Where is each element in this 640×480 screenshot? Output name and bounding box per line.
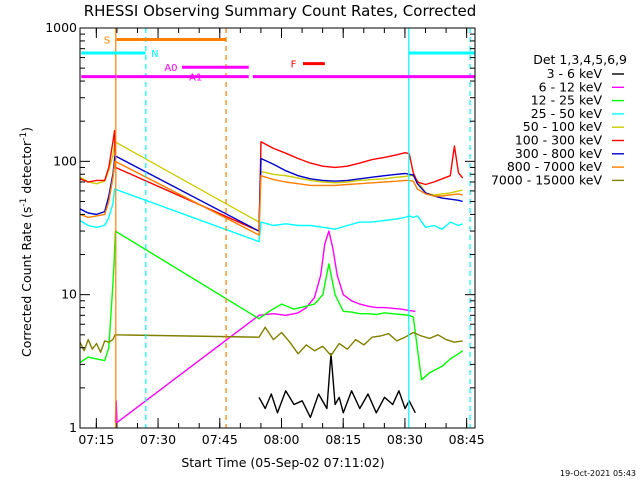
y-axis-label-sup-1: -1 [19,198,29,207]
series-line-6-12-kev [114,230,416,424]
x-axis-label: Start Time (05-Sep-02 07:11:02) [181,455,384,470]
legend-label-50-100-kev: 50 - 100 keV [523,119,603,134]
y-tick-label-1000: 1000 [45,20,77,35]
x-tick-label-07-45: 07:45 [202,432,238,447]
plot-frame [79,27,476,429]
series-line-100-300-kev [79,129,464,232]
y-axis-label-part-a: Corrected Count Rate (s [19,207,34,357]
x-tick-label-08-45: 08:45 [449,432,485,447]
x-tick-label-08-15: 08:15 [325,432,361,447]
chart-title: RHESSI Observing Summary Count Rates, Co… [84,2,477,20]
x-tick-label-08-00: 08:00 [263,432,299,447]
timestamp: 19-Oct-2021 05:43 [560,469,636,478]
legend-label-7000-15000-kev: 7000 - 15000 keV [491,172,602,187]
series-line-300-800-kev [79,155,463,232]
y-tick-label-100: 100 [53,153,77,168]
axes: 1 10 100 1000 07:15 07:30 07:45 08:00 08:15 08:30… [45,20,484,447]
legend-label-12-25-kev: 12 - 25 keV [531,93,603,108]
state-label-n-2: N [151,49,158,60]
y-axis-label-sup-2: -1 [19,132,29,141]
series-line-3-6-kev [258,353,416,419]
y-axis-label: Corrected Count Rate (s-1 detector-1) [19,127,34,357]
state-label-f-4: F [291,60,297,71]
legend-label-300-800-kev: 300 - 800 keV [515,146,603,161]
legend-title: Det 1,3,4,5,6,9 [533,52,627,67]
legend-label-3-6-kev: 3 - 6 keV [547,66,603,81]
state-label-s-1: S [104,35,110,46]
legend-label-25-50-kev: 25 - 50 keV [531,106,603,121]
series-line-800-7000-kev [79,160,463,236]
x-tick-label-07-15: 07:15 [78,432,114,447]
series-line-12-25-kev [79,230,464,381]
y-tick-label-10: 10 [61,287,77,302]
legend-label-800-7000-kev: 800 - 7000 keV [507,159,603,174]
state-layer: SNFA0A1 [81,28,475,428]
x-tick-label-08-30: 08:30 [387,432,423,447]
state-label-a0-5: A0 [164,63,177,74]
legend-label-100-300-kev: 100 - 300 keV [515,133,603,148]
series-line-50-100-kev [79,141,463,223]
y-tick-label-1: 1 [69,420,77,435]
y-axis-label-part-c: detector [19,140,34,198]
legend-label-6-12-kev: 6 - 12 keV [539,79,603,94]
series-layer [79,129,464,424]
x-tick-label-07-30: 07:30 [140,432,176,447]
series-line-25-50-kev [79,188,463,243]
y-axis-label-part-e: ) [19,127,34,132]
series-line-7000-15000-kev [79,326,463,357]
